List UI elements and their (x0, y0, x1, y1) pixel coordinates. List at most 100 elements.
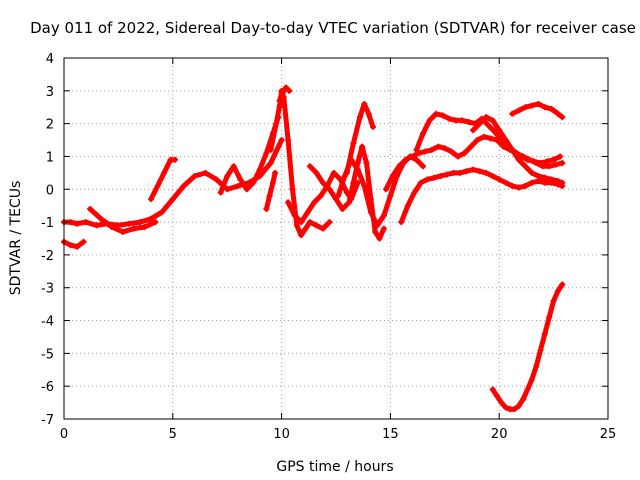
data-point (546, 163, 553, 170)
data-point (533, 363, 540, 370)
data-point (369, 123, 376, 130)
y-axis-label: SDTVAR / TECUs (8, 181, 24, 296)
data-point (509, 110, 516, 117)
data-point (528, 102, 535, 109)
data-point (435, 143, 442, 150)
series-track-18 (489, 281, 566, 413)
data-point (279, 89, 286, 96)
y-tick-label: -2 (41, 249, 54, 264)
y-tick-label: 1 (46, 150, 54, 165)
data-point (509, 146, 516, 153)
series-track-15 (398, 166, 566, 226)
x-tick-label: 15 (382, 427, 399, 442)
data-point (417, 179, 424, 186)
data-point (278, 137, 285, 144)
data-point (554, 178, 561, 185)
data-point (213, 176, 220, 183)
series-track-17 (509, 100, 566, 121)
x-tick-label: 25 (600, 427, 617, 442)
data-point (276, 104, 283, 111)
data-point (522, 182, 529, 189)
series-line (276, 85, 292, 104)
data-point (304, 209, 311, 216)
y-tick-label: 3 (46, 85, 54, 100)
data-point (474, 137, 481, 144)
data-point (267, 160, 274, 167)
data-point (224, 173, 231, 180)
data-point (313, 222, 320, 229)
data-point (346, 199, 353, 206)
data-point (494, 393, 501, 400)
data-point (411, 189, 418, 196)
data-point (552, 161, 559, 168)
data-point (428, 146, 435, 153)
x-axis-label: GPS time / hours (276, 459, 393, 475)
data-point (354, 166, 361, 173)
data-point (559, 281, 566, 288)
data-point (409, 153, 416, 160)
x-tick-label: 10 (273, 427, 290, 442)
data-point (330, 169, 337, 176)
data-point (161, 169, 168, 176)
data-point (313, 169, 320, 176)
data-point (546, 314, 553, 321)
data-point (487, 135, 494, 142)
data-point (450, 169, 457, 176)
data-point (389, 173, 396, 180)
data-point (559, 179, 566, 186)
data-point (522, 163, 529, 170)
data-point (171, 156, 178, 163)
data-point (359, 143, 366, 150)
data-point (528, 376, 535, 383)
data-point (541, 104, 548, 111)
data-point (74, 243, 81, 250)
data-point (496, 127, 503, 134)
data-point (402, 156, 409, 163)
data-point (224, 186, 231, 193)
data-point (476, 168, 483, 175)
data-point (398, 219, 405, 226)
data-point (522, 104, 529, 111)
data-point (489, 117, 496, 124)
data-point (141, 224, 148, 231)
data-point (537, 347, 544, 354)
y-tick-label: -1 (41, 216, 54, 231)
data-point (87, 205, 94, 212)
data-point (520, 396, 527, 403)
data-point (489, 386, 496, 393)
data-point (485, 122, 492, 129)
data-point (306, 163, 313, 170)
data-point (285, 137, 292, 144)
data-point (502, 137, 509, 144)
data-point (273, 120, 280, 127)
series-line (148, 157, 178, 202)
data-point (550, 156, 557, 163)
data-point (306, 219, 313, 226)
data-point (108, 224, 115, 231)
data-point (535, 173, 542, 180)
y-tick-label: -6 (41, 380, 54, 395)
data-point (339, 205, 346, 212)
axes: 0 5 10 15 20 25 -7 -6 -5 -4 -3 -2 -1 0 1 2 3 4 (41, 52, 616, 442)
data-point (433, 110, 440, 117)
data-point (272, 169, 279, 176)
series-track-4 (148, 156, 178, 203)
data-point (97, 215, 104, 222)
data-point (380, 212, 387, 219)
data-point (535, 100, 542, 107)
data-point (80, 238, 87, 245)
data-point (476, 120, 483, 127)
data-point (383, 186, 390, 193)
data-point (367, 209, 374, 216)
y-tick-label: -4 (41, 315, 54, 330)
x-tick-label: 5 (169, 427, 177, 442)
data-point (319, 179, 326, 186)
data-point (152, 219, 159, 226)
data-point (350, 179, 357, 186)
data-point (293, 222, 300, 229)
data-point (511, 406, 518, 413)
data-series (61, 84, 566, 413)
series-line (263, 170, 278, 212)
data-point (420, 130, 427, 137)
